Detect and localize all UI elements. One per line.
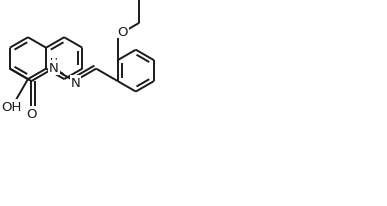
Text: N: N	[71, 76, 80, 89]
Text: O: O	[26, 108, 37, 121]
Text: N: N	[49, 62, 59, 75]
Text: OH: OH	[1, 101, 22, 114]
Text: O: O	[117, 26, 128, 39]
Text: H: H	[50, 57, 58, 67]
